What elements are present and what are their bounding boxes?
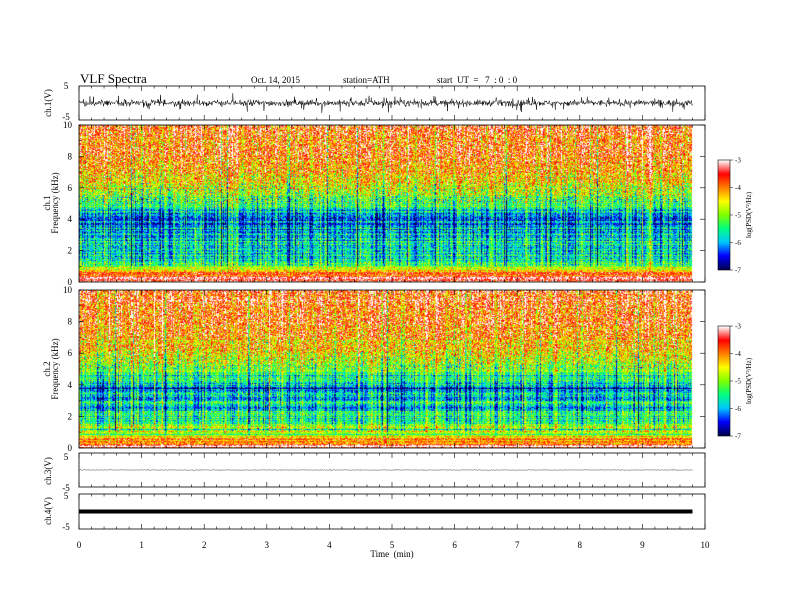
ch2-spectrogram-image-holder: [79, 290, 705, 448]
ch2-spectrogram-ytick-label: 8: [68, 317, 73, 327]
ch1-spectrogram-ytick-label: 6: [68, 183, 73, 193]
time-axis-tick-label: 2: [202, 540, 207, 550]
ch1-frequency-label: Frequency (kHz): [50, 172, 60, 233]
ch2-colorbar-holder: [718, 326, 730, 436]
time-axis-tick-label: 10: [701, 540, 711, 550]
ch1-spectrogram-image-holder: [79, 125, 705, 282]
ch1-colorbar-holder: [718, 160, 730, 270]
ch2-spectrogram-ytick-label: 0: [68, 443, 73, 453]
time-axis-tick-label: 5: [390, 540, 395, 550]
ch2-spectrogram-ytick-label: 2: [68, 411, 73, 421]
time-axis-label: Time (min): [370, 549, 413, 559]
ch1-colorbar-tick-label: -3: [735, 157, 741, 165]
time-axis-tick-label: 8: [578, 540, 583, 550]
ch1-spectrogram-ytick-label: 2: [68, 246, 73, 256]
station-label: station=ATH: [343, 75, 390, 85]
waveform-line: [78, 469, 693, 471]
ch3-waveform-ylabel: ch.3(V): [43, 457, 53, 485]
ch1-colorbar-tick-label: -7: [735, 267, 741, 275]
ch1-waveform-panel: 5 -5 ch.1(V): [43, 81, 706, 122]
time-axis-tick-label: 9: [640, 540, 645, 550]
ch2-spectrogram-ytick-label: 4: [68, 380, 73, 390]
ch1-spectrogram-ytick-label: 8: [68, 151, 73, 161]
ch1-colorbar: [718, 160, 730, 270]
ch2-colorbar: [718, 326, 730, 436]
ch1-spectrogram-ytick-label: 4: [68, 214, 73, 224]
time-axis-tick-labels: 0 1 2 3 4 5 6 7 8 9 10: [77, 540, 710, 550]
ch1-colorbar-ticks: -3 -4 -5 -6 -7: [730, 157, 741, 275]
ch2-frequency-label: Frequency (kHz): [50, 338, 60, 399]
ch2-channel-label: ch.2: [42, 361, 52, 376]
ch2-spectrogram-xticks: [78, 290, 706, 448]
ch1-channel-label: ch.1: [42, 195, 52, 210]
ch4-ytick-bottom: -5: [62, 522, 70, 532]
ch2-spectrogram-heatmap: [79, 290, 705, 448]
ch4-waveform-panel: -5 5 -5 ch.4(V): [43, 483, 706, 532]
ch2-spectrogram-ytick-label: 6: [68, 348, 73, 358]
ch34-shared-tick: -5: [62, 483, 70, 493]
ch2-colorbar-tick-label: -4: [735, 350, 741, 358]
start-time-label: start UT = 7 : 0 : 0: [437, 75, 518, 85]
time-axis-tick-label: 3: [265, 540, 270, 550]
ch1-colorbar-tick-label: -5: [735, 212, 741, 220]
ch1-ytick-bottom: -5: [62, 112, 70, 122]
ch1-colorbar-label: log(PSD(V²/Hz): [745, 191, 753, 238]
ch4-ytick-top: 5: [64, 491, 69, 501]
ch2-colorbar-tick-label: -6: [735, 405, 741, 413]
ch3-waveform-panel: 5 ch.3(V): [43, 452, 706, 488]
ch3-ytick-top: 5: [64, 452, 69, 462]
ch1-spectrogram-yticks: 0 2 4 6 8 10: [63, 120, 705, 287]
ch4-waveform-xticks: [78, 494, 706, 529]
ch1-spectrogram-ytick-label: 10: [63, 120, 73, 130]
ch2-spectrogram-ytick-label: 10: [63, 285, 73, 295]
time-axis-tick-label: 0: [77, 540, 82, 550]
ch2-colorbar-tick-label: -5: [735, 378, 741, 386]
figure-title: VLF Spectra: [80, 71, 147, 86]
ch2-colorbar-tick-label: -3: [735, 323, 741, 331]
ch3-waveform-trace: [78, 469, 693, 471]
ch1-colorbar-tick-label: -4: [735, 184, 741, 192]
ch1-ytick-top: 5: [64, 81, 69, 91]
ch3-waveform-xticks: [78, 453, 706, 487]
ch2-colorbar-label: log(PSD(V²/Hz): [745, 357, 753, 404]
ch1-spectrogram-heatmap: [79, 125, 705, 282]
ch1-spectrogram-xticks: [78, 125, 706, 282]
time-axis-tick-label: 1: [139, 540, 144, 550]
date-label: Oct. 14, 2015: [251, 75, 300, 85]
ch1-spectrogram-ytick-label: 0: [68, 277, 73, 287]
ch4-waveform-ylabel: ch.4(V): [43, 497, 53, 525]
ch2-colorbar-ticks: -3 -4 -5 -6 -7: [730, 323, 741, 441]
ch1-colorbar-tick-label: -6: [735, 239, 741, 247]
ch1-waveform-trace: [78, 93, 693, 113]
ch1-waveform-xticks: [78, 86, 706, 120]
time-axis-tick-label: 4: [327, 540, 332, 550]
ch1-waveform-ylabel: ch.1(V): [43, 89, 53, 117]
ch2-colorbar-tick-label: -7: [735, 433, 741, 441]
ch2-spectrogram-yticks: 0 2 4 6 8 10: [63, 285, 705, 453]
time-axis-tick-label: 7: [515, 540, 520, 550]
time-axis-tick-label: 6: [452, 540, 457, 550]
waveform-line: [78, 93, 693, 113]
